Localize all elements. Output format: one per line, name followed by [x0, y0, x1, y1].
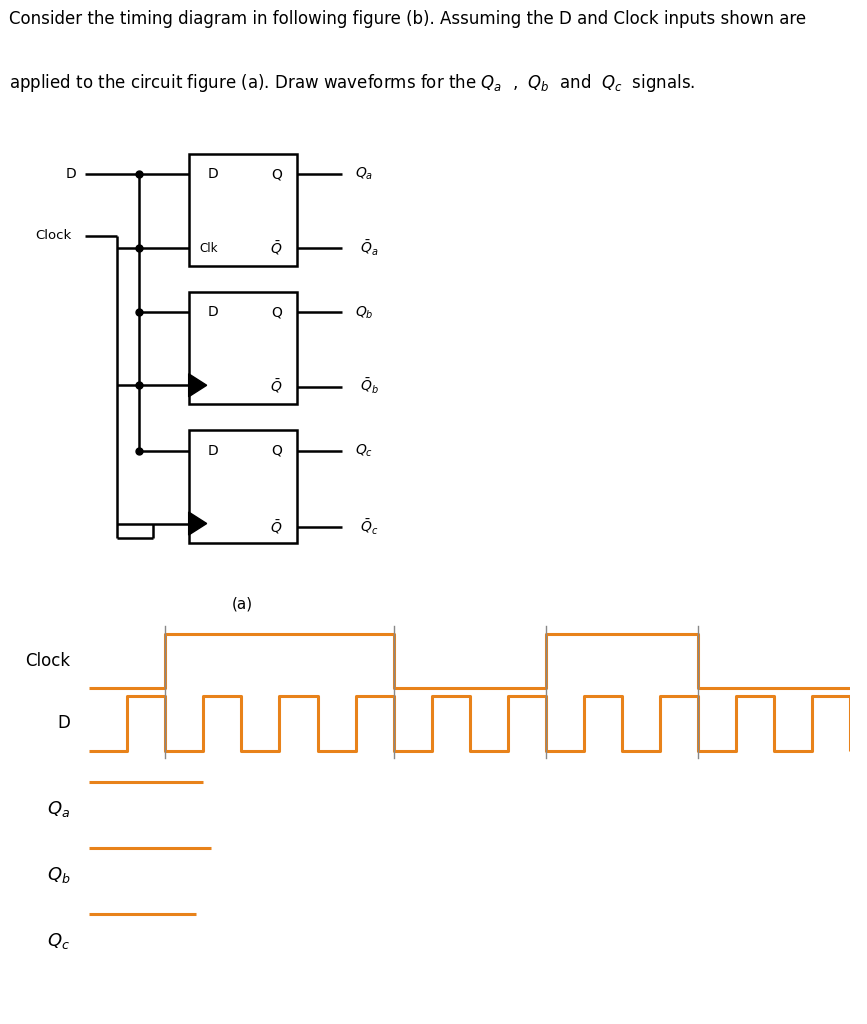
Text: Q: Q	[271, 443, 282, 458]
Text: Clock: Clock	[25, 652, 70, 670]
Text: $\bar{Q}_b$: $\bar{Q}_b$	[360, 377, 378, 396]
Text: Consider the timing diagram in following figure (b). Assuming the D and Clock in: Consider the timing diagram in following…	[9, 10, 805, 29]
Text: $Q_a$: $Q_a$	[355, 166, 374, 182]
Text: D: D	[208, 167, 218, 181]
Text: $Q_a$: $Q_a$	[48, 799, 70, 819]
Text: $\bar{Q}$: $\bar{Q}$	[271, 518, 283, 537]
Bar	[189, 292, 297, 404]
Text: Clk: Clk	[199, 242, 218, 255]
Polygon shape	[189, 374, 206, 396]
Text: D: D	[208, 443, 218, 458]
Polygon shape	[189, 512, 206, 535]
Text: Q: Q	[271, 305, 282, 319]
Text: Q: Q	[271, 167, 282, 181]
Bar	[189, 154, 297, 266]
Text: $Q_c$: $Q_c$	[355, 442, 374, 459]
Text: $Q_b$: $Q_b$	[355, 304, 374, 321]
Text: Clock: Clock	[36, 229, 72, 242]
Text: $Q_b$: $Q_b$	[47, 865, 70, 885]
Text: D: D	[208, 305, 218, 319]
Text: $\bar{Q}_a$: $\bar{Q}_a$	[360, 239, 378, 258]
Text: $\bar{Q}$: $\bar{Q}$	[271, 240, 283, 257]
Text: (a): (a)	[232, 597, 253, 611]
Text: $\bar{Q}$: $\bar{Q}$	[271, 378, 283, 395]
Text: D: D	[66, 167, 77, 181]
Text: $\bar{Q}_c$: $\bar{Q}_c$	[360, 518, 378, 537]
Bar	[189, 430, 297, 543]
Text: $Q_c$: $Q_c$	[48, 931, 70, 951]
Text: applied to the circuit figure (a). Draw waveforms for the $Q_a$  ,  $Q_b$  and  : applied to the circuit figure (a). Draw …	[9, 72, 694, 94]
Text: D: D	[57, 715, 70, 732]
